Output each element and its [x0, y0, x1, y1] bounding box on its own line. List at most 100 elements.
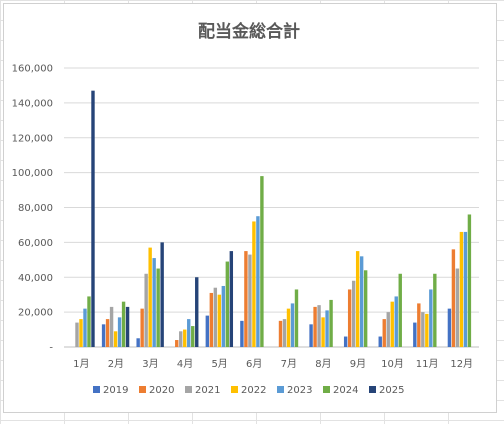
- bar[interactable]: [91, 90, 95, 347]
- bar[interactable]: [325, 310, 329, 347]
- legend-swatch: [93, 386, 100, 393]
- y-tick-label: 100,000: [12, 168, 53, 179]
- bar[interactable]: [117, 317, 122, 347]
- x-tick-label: 3月: [142, 358, 158, 370]
- bar[interactable]: [378, 336, 382, 347]
- bar[interactable]: [386, 312, 390, 347]
- bar[interactable]: [101, 324, 106, 347]
- bar[interactable]: [87, 296, 91, 347]
- bar[interactable]: [286, 308, 291, 347]
- bar[interactable]: [347, 289, 352, 347]
- bar[interactable]: [459, 231, 464, 347]
- bar[interactable]: [425, 313, 429, 347]
- bar[interactable]: [109, 306, 114, 347]
- y-tick-label: 60,000: [18, 238, 53, 249]
- bar[interactable]: [294, 289, 299, 347]
- bar[interactable]: [187, 319, 191, 347]
- bar[interactable]: [343, 336, 348, 347]
- bar[interactable]: [282, 319, 287, 347]
- x-tick-label: 2月: [108, 358, 124, 370]
- bar[interactable]: [363, 270, 368, 347]
- bar[interactable]: [455, 268, 460, 347]
- bar[interactable]: [183, 329, 187, 347]
- bar[interactable]: [417, 303, 421, 347]
- bar[interactable]: [321, 317, 325, 347]
- bar[interactable]: [421, 312, 425, 347]
- bar[interactable]: [160, 242, 164, 347]
- legend-label: 2024: [333, 385, 358, 396]
- bar[interactable]: [451, 249, 456, 347]
- bar[interactable]: [217, 294, 222, 347]
- bar[interactable]: [113, 331, 118, 347]
- bar[interactable]: [152, 258, 156, 347]
- x-tick-label: 7月: [281, 358, 297, 370]
- bar[interactable]: [75, 322, 79, 347]
- chart-title: 配当金総合計: [198, 21, 300, 42]
- bar[interactable]: [140, 308, 144, 347]
- x-tick-label: 1月: [73, 358, 89, 370]
- bar[interactable]: [429, 289, 433, 347]
- legend-label: 2022: [241, 385, 266, 396]
- bar[interactable]: [144, 273, 148, 347]
- bar[interactable]: [213, 287, 218, 347]
- bar[interactable]: [290, 303, 295, 347]
- bar[interactable]: [79, 319, 83, 347]
- bar[interactable]: [260, 176, 264, 347]
- bar[interactable]: [382, 319, 386, 347]
- bar[interactable]: [244, 251, 248, 347]
- bar[interactable]: [433, 273, 437, 347]
- bar[interactable]: [175, 340, 179, 347]
- bar[interactable]: [225, 261, 230, 347]
- x-tick-label: 11月: [416, 358, 439, 370]
- legend-label: 2020: [149, 385, 174, 396]
- bar[interactable]: [209, 292, 214, 347]
- legend-swatch: [139, 386, 146, 393]
- bar[interactable]: [390, 301, 394, 347]
- bar[interactable]: [398, 273, 402, 347]
- y-tick-label: 140,000: [12, 98, 53, 109]
- bar[interactable]: [229, 251, 234, 347]
- legend: 2019 2020 2021 2022 2023 2024 2025: [93, 385, 404, 396]
- x-tick-label: 8月: [315, 358, 331, 370]
- bar[interactable]: [413, 322, 417, 347]
- bar[interactable]: [221, 285, 226, 347]
- bar[interactable]: [359, 256, 364, 347]
- legend-label: 2021: [195, 385, 220, 396]
- legend-label: 2019: [103, 385, 128, 396]
- bar[interactable]: [394, 296, 398, 347]
- bar[interactable]: [179, 331, 183, 347]
- x-tick-label: 5月: [211, 358, 227, 370]
- bar[interactable]: [313, 306, 317, 347]
- x-tick-label: 9月: [350, 358, 366, 370]
- bar[interactable]: [309, 324, 313, 347]
- legend-swatch: [277, 386, 284, 393]
- bar[interactable]: [105, 319, 110, 347]
- bar[interactable]: [121, 301, 126, 347]
- legend-swatch: [231, 386, 238, 393]
- bar[interactable]: [240, 320, 244, 347]
- bar[interactable]: [136, 338, 140, 347]
- bar[interactable]: [252, 221, 256, 347]
- bar[interactable]: [256, 216, 260, 347]
- bar[interactable]: [463, 231, 468, 347]
- bar[interactable]: [467, 214, 472, 347]
- bar[interactable]: [195, 277, 199, 347]
- bar[interactable]: [317, 305, 321, 347]
- bar[interactable]: [148, 247, 152, 347]
- bar[interactable]: [125, 306, 130, 347]
- bar[interactable]: [156, 268, 160, 347]
- bar[interactable]: [205, 315, 210, 347]
- bar[interactable]: [248, 254, 252, 347]
- bar[interactable]: [447, 308, 452, 347]
- bar[interactable]: [329, 299, 333, 347]
- bar[interactable]: [278, 320, 283, 347]
- bar[interactable]: [355, 251, 360, 347]
- y-tick-label: 120,000: [12, 133, 53, 144]
- legend-label: 2023: [287, 385, 312, 396]
- bar[interactable]: [83, 308, 87, 347]
- chart-area[interactable]: 配当金総合計 - 20,000 40,000 60,000 80,000 100,000 1…: [3, 3, 497, 413]
- bar[interactable]: [351, 280, 356, 347]
- legend-swatch: [185, 386, 192, 393]
- bar[interactable]: [191, 326, 195, 347]
- gridlines: [64, 67, 479, 348]
